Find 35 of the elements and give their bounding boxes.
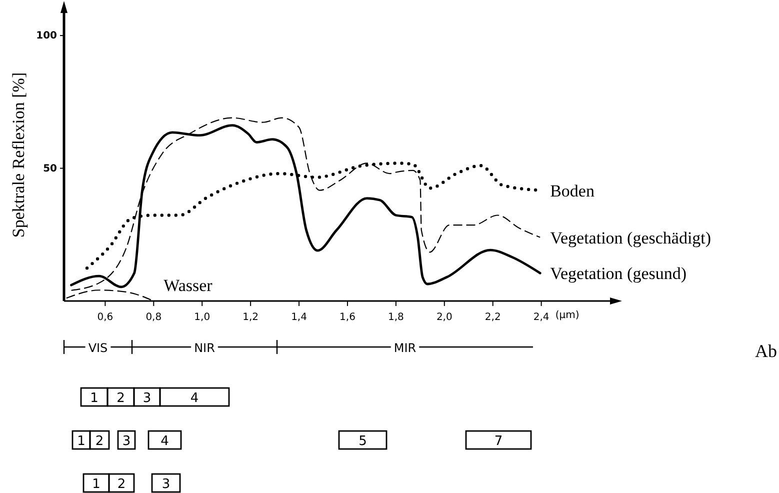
x-axis-title: (µm) [555,310,580,321]
text: 3 [162,477,170,492]
x-tick-label: 0,8 [146,312,162,323]
text: NIR [194,341,215,355]
text: 3 [122,434,131,449]
text: 5 [358,434,367,449]
text: 4 [190,391,199,406]
x-tick-label: 2,2 [484,312,501,323]
series-label: Vegetation (gesund) [550,264,687,284]
y-axis-title: Spektrale Reflexion [%] [9,72,28,238]
x-tick-label: 0,6 [97,312,114,323]
text: VIS [88,341,108,355]
text: 2 [117,477,126,492]
text: 1 [77,434,86,449]
series-label: Boden [550,181,595,200]
x-tick-label: 1,0 [194,312,210,323]
text: 3 [142,391,152,406]
x-tick-label: 2,4 [533,312,550,323]
text: 1 [92,477,100,492]
series-label: Wasser [164,276,213,295]
x-tick-label: 2,0 [436,312,452,323]
text: MIR [394,341,416,355]
y-tick-label: 100 [36,30,58,42]
text: 7 [494,434,503,449]
series-label: Vegetation (geschädigt) [550,228,712,248]
y-tick-label: 50 [43,163,58,174]
text: 4 [160,434,169,449]
x-tick-label: 1,6 [340,312,356,323]
text: 2 [95,434,104,449]
x-tick-label: 1,4 [291,312,307,323]
x-tick-label: 1,8 [388,312,404,323]
x-tick-label: 1,2 [242,312,259,323]
text: 1 [90,391,98,406]
text: 2 [116,391,125,406]
text: Ab [755,341,777,361]
